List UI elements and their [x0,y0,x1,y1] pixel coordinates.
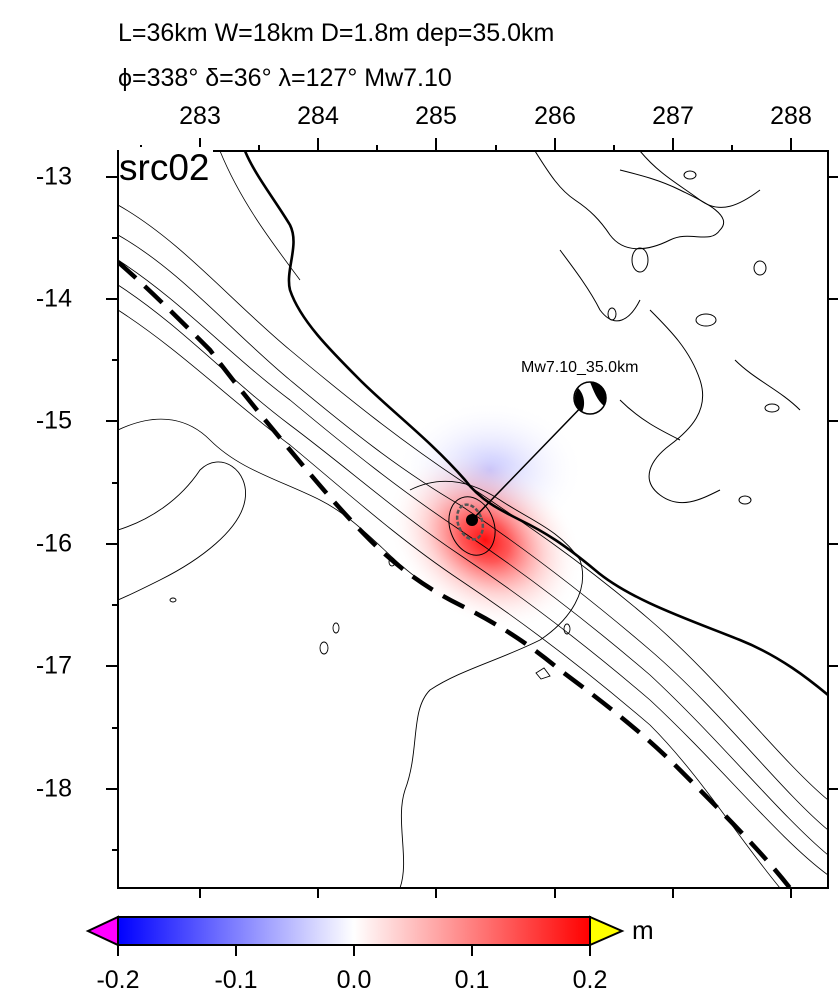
focal-mechanism-title: ϕ=338° δ=36° λ=127° Mw7.10 [118,64,452,92]
map-frame [117,150,829,889]
x-tick-label: 286 [534,102,576,130]
uplift-field [387,450,583,630]
y-tick-label: -14 [35,284,72,313]
epicenter-marker [466,514,478,526]
epicenter-mechanism-link [471,397,591,521]
colorbar-under-arrow [85,915,119,947]
colorbar-tick-label: -0.1 [214,966,258,994]
x-tick-label: 283 [179,102,221,130]
bottom-axis-ticks [199,888,792,898]
right-axis-ticks [828,176,838,790]
trench-line [118,260,792,888]
top-axis-ticks [140,138,792,151]
left-axis-ticks [106,176,118,851]
y-tick-label: -18 [35,774,72,803]
colorbar [85,915,625,956]
colorbar-tick-label: -0.2 [96,966,140,994]
y-tick-label: -15 [35,406,72,435]
colorbar-gradient [117,916,591,946]
beach-ball-icon [573,381,607,415]
rupture-contours [448,496,496,556]
x-tick-label: 287 [652,102,694,130]
colorbar-over-arrow [589,915,625,947]
colorbar-tick-label: 0.1 [454,966,490,994]
y-tick-label: -16 [35,529,72,558]
shelf-contour [118,461,246,601]
coastline [243,151,828,696]
x-tick-label: 284 [297,102,339,130]
x-tick-label: 288 [770,102,812,130]
colorbar-tick-label: 0.2 [572,966,608,994]
y-tick-label: -13 [35,162,72,191]
mechanism-label: Mw7.10_35.0km [521,359,639,376]
colorbar-tick-label: 0.0 [336,966,372,994]
islands [169,557,571,680]
highland-contours [534,151,801,505]
y-tick-label: -17 [35,651,72,680]
coastal-contour [399,480,584,888]
x-tick-label: 285 [415,102,457,130]
colorbar-unit: m [632,915,654,945]
source-parameters-title: L=36km W=18km D=1.8m dep=35.0km [118,19,555,47]
panel-label: src02 [119,147,214,189]
